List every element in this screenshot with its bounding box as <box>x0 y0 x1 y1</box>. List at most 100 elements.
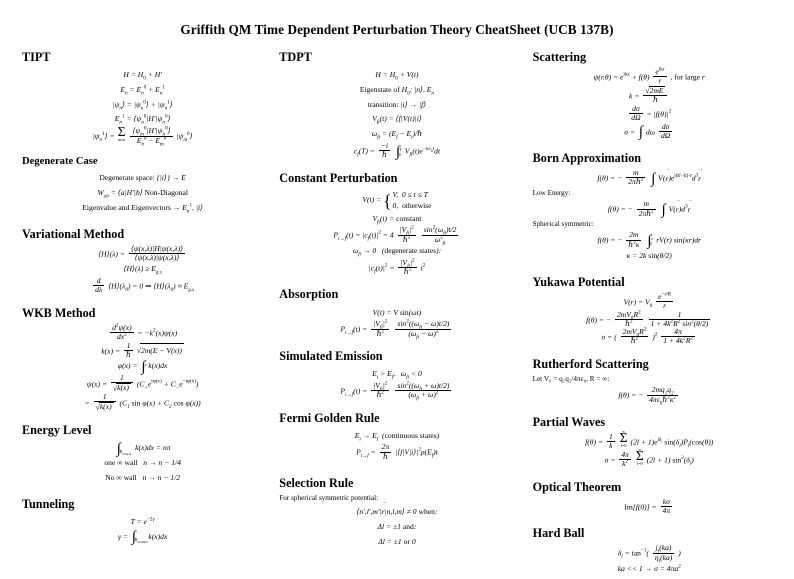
section-heading-rutherford-scattering: Rutherford Scattering <box>532 356 649 371</box>
equation-degenerate-probability: |cf(t)|2 = |Vfi|2 ℏ2 t2 <box>368 257 426 276</box>
equation-dipole-matrix: ⟨n′,l′,m′|r|n,l,m⟩ ≠ 0 when: <box>279 501 514 520</box>
equation-eigen: Eigenvalue and Eigenvectors → En1, |i⟩ <box>82 202 203 215</box>
tunneling-equations: T = e−2γ γ = ∫ Rforbidden k(x)dx <box>22 515 263 545</box>
equation-hard-ball-limit: ka << 1 → σ = 4πa2 <box>617 563 681 574</box>
equation-one-wall: one ∞ wall n → n − 1/4 <box>104 458 181 468</box>
equation-fermi-rate: Pi→f = 2π ℏ |⟨f|V|i⟩|2ρ(Ef)t <box>356 442 438 461</box>
equation-differential-cross-section: dσ dΩ = |f(θ)|2 <box>629 103 672 123</box>
equation-first-order-energy: En1 = ⟨ψn0|H′|ψn0⟩ <box>114 113 171 126</box>
section-heading-tdpt: TDPT <box>279 50 312 64</box>
section-heading-variational-method: Variational Method <box>22 226 125 241</box>
equation-born-spherical: f(θ) = − 2m ℏ2κ ∫ 0 ∞ rV(r) sin(κr)dr <box>597 230 702 250</box>
low-energy-note: Low Energy: <box>532 188 571 197</box>
stimulated-emission-equations: Ei > Ef, ωfi < 0 Pi→f(t) = |Vfi|2 ℏ2 sin2… <box>279 367 514 402</box>
section-heading-tipt: TIPT <box>22 50 51 64</box>
equation-tdpt-hamiltonian: H = H0 + V(t) <box>375 70 419 82</box>
equation-absorption-probability: Pi→f(t) = |Vfi|2 ℏ2 sin2((ωfi − ω)t/2) (ωf… <box>340 318 452 341</box>
rutherford-note: Let V₀ = q₁q₂/4πε₀, R = ∞: <box>532 374 610 383</box>
section-heading-partial-waves: Partial Waves <box>532 415 606 430</box>
equation-optical-theorem: Im[f(0)] = kσ 4π <box>624 496 673 515</box>
section-heading-hard-ball: Hard Ball <box>532 526 585 541</box>
equation-delta-l: Δl = ±1 and: <box>377 522 417 532</box>
selection-rule-equations: ⟨n′,l′,m′|r|n,l,m⟩ ≠ 0 when: Δl = ±1 and… <box>279 501 514 549</box>
section-heading-wkb-method: WKB Method <box>22 305 96 320</box>
section-heading-born-approximation: Born Approximation <box>532 151 642 166</box>
equation-emission-condition: Ei > Ef, ωfi < 0 <box>372 369 422 381</box>
section-heading-tunneling: Tunneling <box>22 496 75 511</box>
section-heading-energy-level: Energy Level <box>22 423 92 438</box>
section-heading-absorption: Absorption <box>279 287 339 302</box>
equation-v-cases: V(t) = { V, 0 ≤ t ≤ T 0, otherwise <box>362 189 432 212</box>
equation-wkb-psi-exp: ψ(x) = 1 √k(x) (C+eiφ(x) + C−e−iφ(x)) <box>86 373 199 393</box>
rutherford-equations: f(θ) = − 2mq1q2 4πε0ℏ2κ2 <box>533 385 766 407</box>
tdpt-equations: H = H0 + V(t) Eigenstate of H0: |n⟩, En … <box>279 68 514 160</box>
cheatsheet-page: Griffith QM Time Dependent Perturbation … <box>0 0 794 562</box>
selection-rule-note: For spherical symmetric potential: <box>279 494 379 503</box>
equation-sinusoidal-potential: V(t) = V sin(ωt) <box>372 307 422 317</box>
section-heading-yukawa-potential: Yukawa Potential <box>532 274 625 289</box>
equation-variational-minimize: d dλ ⟨H⟩(λ0) = 0 ⇒ ⟨H⟩(λ0) ≈ Eg.s <box>93 276 195 295</box>
variational-equations: ⟨H⟩(λ) = ⟨ψ(x,λ)|H|ψ(x,λ)⟩ ⟨ψ(x,λ)|ψ(x,λ)… <box>22 243 263 295</box>
equation-hamiltonian: H = H0 + H′ <box>123 70 162 82</box>
equation-w-matrix: Wab = ⟨a|H′|b⟩ Non-Diagonal <box>97 188 188 200</box>
equation-asymptotic-wavefunction: ψ(r,θ) = eikz + f(θ) eikr r , for large r <box>593 66 705 86</box>
three-column-layout: TIPT H = H0 + H′ En = En0 + En1 |ψn⟩ = |… <box>0 38 794 579</box>
equation-degenerate-limit: ωfi → 0 (degenerate states): <box>352 246 442 258</box>
tipt-equations: H = H0 + H′ En = En0 + En1 |ψn⟩ = |ψn0⟩ … <box>22 68 263 147</box>
section-heading-fermi-golden-rule: Fermi Golden Rule <box>279 410 380 425</box>
section-heading-scattering: Scattering <box>532 50 587 64</box>
equation-emission-probability: Pi→f(t) = |Vfi|2 ℏ2 sin2((ωfi + ω)t/2) (ωf… <box>340 380 452 402</box>
section-heading-constant-perturbation: Constant Perturbation <box>279 170 398 185</box>
absorption-equations: V(t) = V sin(ωt) Pi→f(t) = |Vfi|2 ℏ2 sin2… <box>279 306 514 341</box>
equation-matrix-element: Vfi(t) = ⟨f|V(t)|i⟩ <box>372 114 422 126</box>
energy-level-equations: ∫ Rclassical k(x)dx = nπ one ∞ wall n → n… <box>22 441 263 485</box>
optical-theorem-equations: Im[f(0)] = kσ 4π <box>533 496 766 516</box>
equation-bohr-sommerfeld: ∫ Rclassical k(x)dx = nπ <box>116 440 171 457</box>
constant-perturbation-equations: V(t) = { V, 0 ≤ t ≤ T 0, otherwise Vfi(t… <box>279 189 514 277</box>
equation-wkb-psi-trig: = 1 √k(x) (C1 sin φ(x) + C2 cos φ(x)) <box>84 392 201 412</box>
equation-transition-probability: Pi→f(t) = |cf(t)|2 = 4 |Vfi|2 ℏ2 sin2(ωfi… <box>333 224 459 247</box>
equation-phase-shift: δl = tan−1( jl(ka) ηl(ka) ) <box>617 543 681 565</box>
equation-degenerate-space: Degenerate space: {|i⟩} → E <box>99 173 186 183</box>
equation-eigenstate: Eigenstate of H0: |n⟩, En <box>359 84 434 97</box>
equation-kappa: κ = 2k sin(θ/2) <box>626 251 672 261</box>
column-middle: TDPT H = H0 + V(t) Eigenstate of H0: |n⟩… <box>273 50 524 552</box>
equation-wavenumber: k = √2mE ℏ <box>533 85 766 105</box>
fermi-golden-rule-equations: Ei → Ef (continuous states) Pi→f = 2π ℏ |… <box>279 429 514 461</box>
column-right: Scattering ψ(r,θ) = eikz + f(θ) eikr r , … <box>525 50 776 579</box>
equation-amplitude-cf: cf(T) = −i ℏ ∫ 0 T Vfi(t)e−iωfitdt <box>353 141 441 160</box>
equation-yukawa-potential: V(r) = V0 e−r/R r <box>623 291 674 311</box>
equation-transmission: T = e−2γ <box>130 516 155 526</box>
equation-delta-l-or-zero: Δl = ±1 or 0 <box>378 537 416 547</box>
equation-rutherford-amplitude: f(θ) = − 2mq1q2 4πε0ℏ2κ2 <box>618 385 679 407</box>
equation-gamma: γ = ∫ Rforbidden k(x)dx <box>117 529 168 546</box>
section-heading-stimulated-emission: Simulated Emission <box>279 349 383 363</box>
equation-omega-fi: ωfi = (Ef − Ei)/ℏ <box>371 129 423 141</box>
equation-wkb-ode: d2ψ(x) dx2 = −k2(x)ψ(x) <box>110 322 178 342</box>
section-heading-degenerate-case: Degenerate Case <box>22 156 98 168</box>
section-heading-selection-rule: Selection Rule <box>279 476 354 491</box>
equation-energy-expansion: En = En0 + En1 <box>120 84 165 97</box>
equation-total-cross-section: σ = ∫ dω dσ dΩ <box>624 121 673 141</box>
degenerate-equations: Degenerate space: {|i⟩} → E Wab = ⟨a|H′|… <box>22 171 263 215</box>
equation-yukawa-cross-section: σ = ( 2mV0R2 ℏ2 )2 4π 1 + 4k2R2 <box>601 326 695 346</box>
equation-expectation-h: ⟨H⟩(λ) = ⟨ψ(x,λ)|H|ψ(x,λ)⟩ ⟨ψ(x,λ)|ψ(x,λ)… <box>98 243 186 262</box>
equation-variational-bound: ⟨H⟩(λ) ≥ Eg.s <box>123 264 162 276</box>
equation-no-wall: No ∞ wall n → n − 1/2 <box>105 472 181 482</box>
equation-wkb-phi: φ(x) = ∫ x k(x)dx <box>117 358 168 375</box>
scattering-equations: ψ(r,θ) = eikz + f(θ) eikr r , for large r… <box>533 66 766 141</box>
equation-continuous-states: Ei → Ef (continuous states) <box>354 430 440 443</box>
equation-transition: transition: |i⟩ → |f⟩ <box>367 99 427 109</box>
column-left: TIPT H = H0 + H′ En = En0 + En1 |ψn⟩ = |… <box>22 50 273 546</box>
